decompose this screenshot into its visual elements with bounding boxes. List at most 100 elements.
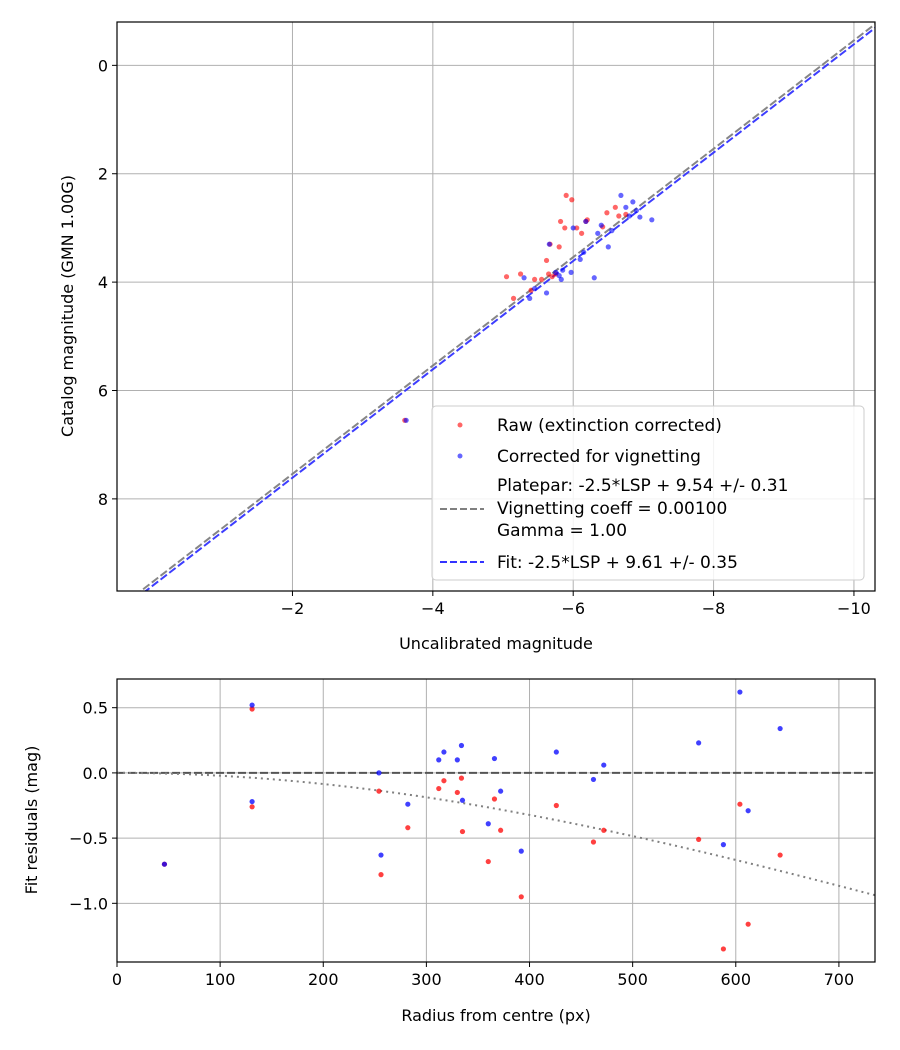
top-x-tick-label: −8 [702,599,726,618]
top-x-tick-label: −10 [837,599,871,618]
bottom-x-tick-label: 400 [514,970,545,989]
top-point-raw [517,271,524,277]
bottom-point-corrected [491,755,498,762]
bottom-point-corrected [249,702,255,708]
top-point-raw [557,218,564,225]
top-point-corrected [568,269,574,275]
bottom-point-raw [454,789,460,796]
top-point-raw [510,295,517,301]
bottom-point-corrected [498,788,504,794]
legend-platepar-line-2: Vignetting coeff = 0.00100 [497,499,727,519]
top-plot-frame [116,21,876,592]
bottom-grid [116,679,875,962]
top-point-corrected [521,275,527,281]
bottom-point-raw [436,785,442,792]
top-x-tick-label: −4 [421,599,445,618]
top-point-corrected [558,276,564,283]
bottom-point-raw [745,921,751,927]
bottom-point-corrected [737,689,743,695]
bottom-y-tick-label: −1.0 [69,894,108,913]
legend-platepar-line-3: Gamma = 1.00 [497,521,627,541]
bottom-point-raw [498,827,504,833]
bottom-point-raw [777,852,783,858]
top-point-corrected [560,267,566,273]
bottom-point-raw [378,872,384,878]
top-point-corrected [543,290,550,296]
bottom-ticks: 0 100 200 300 400 500 600 700 0.5 0.0 −0.5 −1.0 [69,699,854,989]
top-point-corrected [546,241,552,247]
top-point-corrected [618,192,624,199]
bottom-x-tick-label: 0 [112,970,122,989]
top-point-corrected [609,228,615,234]
bottom-point-raw [441,778,447,784]
top-point-raw [503,274,510,280]
top-point-corrected [532,286,538,292]
bottom-plot-frame [116,678,876,963]
bottom-y-tick-label: 0.0 [83,764,108,783]
top-x-axis-label: Uncalibrated magnitude [399,634,593,653]
top-point-corrected [583,218,589,225]
bottom-vignetting-curve [117,771,875,897]
legend: Raw (extinction corrected) Corrected for… [431,405,865,581]
top-point-raw [562,225,568,231]
bottom-x-tick-label: 300 [411,970,442,989]
bottom-point-corrected [696,740,702,746]
legend-box [431,405,865,581]
bottom-point-corrected [518,848,524,854]
top-point-corrected [581,249,587,255]
top-point-raw [612,204,618,210]
top-point-raw [549,274,555,280]
top-point-raw [616,213,622,219]
legend-label-raw: Raw (extinction corrected) [497,416,722,436]
bottom-point-corrected [458,742,465,749]
bottom-point-corrected [459,797,466,803]
legend-label-platepar: Platepar: -2.5*LSP + 9.54 +/- 0.31 Vigne… [497,476,794,541]
top-point-raw [539,276,545,283]
legend-label-fit: Fit: -2.5*LSP + 9.61 +/- 0.35 [497,553,738,573]
bottom-y-axis-label: Fit residuals (mag) [22,746,41,895]
bottom-x-tick-label: 100 [205,970,236,989]
bottom-point-raw [249,804,255,810]
bottom-point-raw [491,796,498,802]
legend-marker-raw [457,422,463,428]
bottom-point-corrected [249,798,255,805]
top-x-tick-label: −2 [281,599,305,618]
top-point-corrected [649,217,655,223]
top-point-corrected [633,207,639,214]
bottom-point-raw [518,894,524,900]
bottom-y-tick-label: −0.5 [69,829,108,848]
top-point-corrected [527,295,533,301]
bottom-point-corrected [376,770,382,776]
top-point-corrected [577,256,583,262]
top-point-corrected [623,204,629,210]
top-scatter-points [402,192,655,423]
bottom-x-tick-label: 600 [721,970,752,989]
top-point-corrected [626,213,632,219]
bottom-chart: 0 100 200 300 400 500 600 700 0.5 0.0 −0.5 −1.0 Rad… [22,678,876,1025]
bottom-point-corrected [161,861,168,867]
bottom-lines [117,771,875,897]
top-platepar-line [139,23,875,591]
bottom-point-raw [459,828,466,835]
bottom-point-raw [376,788,382,794]
top-point-raw [569,197,575,203]
bottom-point-raw [485,858,491,865]
bottom-point-raw [737,801,743,807]
top-point-corrected [595,230,601,236]
top-point-corrected [637,214,643,220]
top-y-tick-label: 2 [98,165,108,184]
bottom-point-corrected [777,725,783,732]
top-point-raw [604,210,610,216]
legend-marker-corrected [457,453,463,459]
top-ticks: −2 −4 −6 −8 −10 0 2 4 6 8 [98,56,871,618]
top-point-corrected [570,225,576,231]
bottom-scatter-points [161,689,783,952]
legend-label-corrected: Corrected for vignetting [497,447,701,467]
top-point-corrected [598,222,604,228]
top-fit-line [144,27,875,591]
top-point-raw [579,230,585,236]
top-point-corrected [553,269,559,275]
bottom-point-corrected [553,749,559,755]
